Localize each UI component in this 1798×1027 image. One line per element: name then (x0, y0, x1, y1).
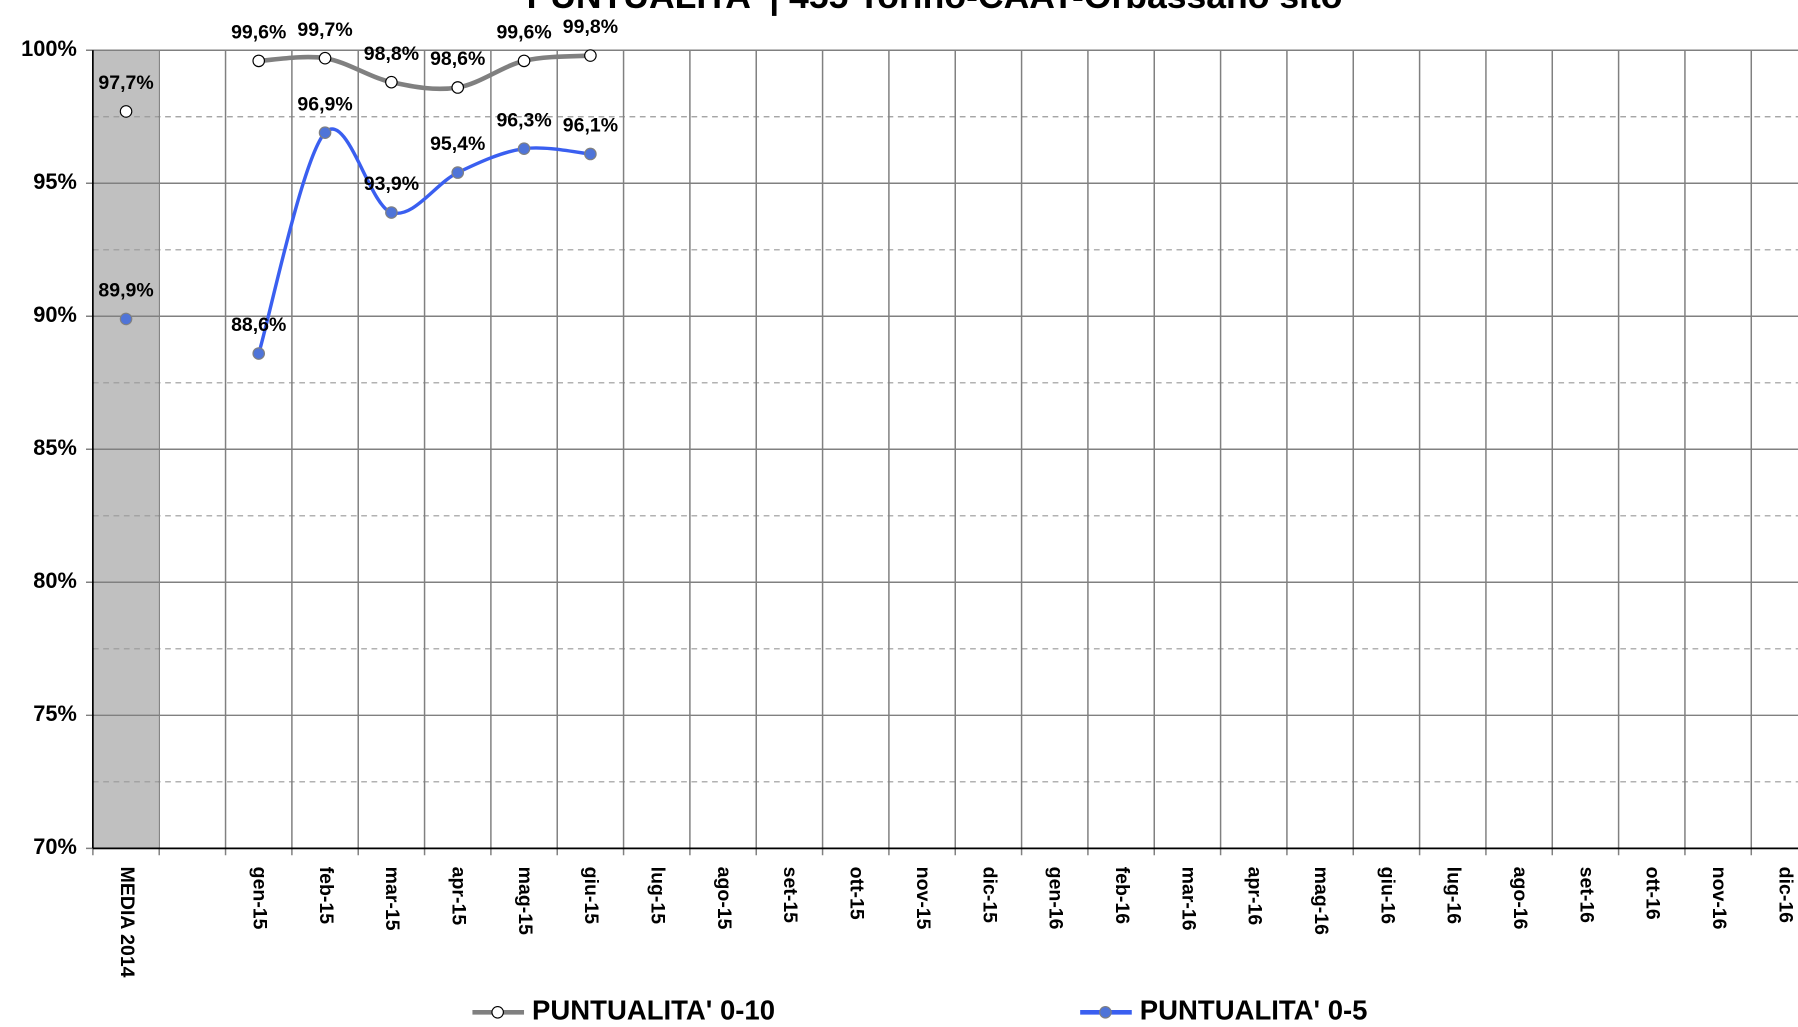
x-tick-label: set-16 (1575, 867, 1597, 923)
data-point (451, 166, 465, 179)
x-tick-label: mag-16 (1310, 867, 1332, 935)
legend-label: PUNTUALITA' 0-5 (1140, 995, 1368, 1026)
x-tick-label: mar-15 (381, 867, 403, 931)
x-tick-label: giu-16 (1376, 867, 1398, 925)
x-tick-label: gen-15 (249, 867, 271, 930)
data-point (584, 147, 597, 161)
data-label: 95,4% (430, 133, 485, 155)
x-tick-label: ago-16 (1509, 867, 1531, 930)
x-tick-label: dic-15 (978, 867, 1000, 923)
legend-marker (491, 1006, 504, 1019)
legend-label: PUNTUALITA' 0-10 (532, 995, 775, 1026)
x-tick-label: MEDIA 2014 (116, 867, 138, 978)
chart-title: PUNTUALITA' | 455 Torino-CAAT-Orbassano … (527, 0, 1343, 16)
y-tick-label: 85% (33, 435, 77, 460)
y-tick-label: 75% (33, 701, 77, 726)
y-tick-label: 95% (33, 169, 77, 194)
data-point (252, 347, 266, 360)
x-tick-label: giu-15 (580, 867, 602, 925)
y-tick-label: 70% (33, 834, 77, 859)
data-label: 99,8% (563, 16, 618, 38)
x-tick-label: dic-16 (1774, 867, 1796, 923)
y-tick-label: 80% (33, 568, 77, 593)
x-tick-label: apr-15 (448, 867, 470, 926)
data-label: 99,7% (297, 19, 352, 41)
data-point (584, 49, 597, 62)
x-tick-label: set-15 (779, 867, 801, 923)
data-point (517, 142, 531, 155)
x-tick-label: feb-16 (1111, 867, 1133, 925)
data-label: 89,9% (98, 280, 153, 302)
x-tick-label: ago-15 (713, 867, 735, 930)
data-point (385, 206, 398, 219)
data-label: 93,9% (364, 173, 419, 195)
x-tick-label: lug-16 (1443, 867, 1465, 925)
series-line (258, 53, 591, 92)
data-point (252, 54, 266, 68)
data-point (119, 312, 133, 326)
y-tick-label: 100% (21, 36, 77, 61)
x-tick-label: ott-15 (846, 867, 868, 920)
data-label: 97,7% (98, 72, 153, 94)
data-point (517, 54, 531, 68)
data-point (119, 105, 133, 118)
data-point (318, 126, 332, 140)
legend-marker (1099, 1006, 1112, 1019)
data-label: 98,6% (430, 48, 485, 70)
data-label: 96,9% (297, 93, 352, 115)
x-tick-label: mar-16 (1177, 867, 1199, 931)
data-label: 99,6% (496, 22, 551, 44)
x-tick-label: ott-16 (1642, 867, 1664, 920)
x-tick-label: gen-16 (1045, 867, 1067, 930)
x-tick-label: mag-15 (514, 867, 536, 935)
x-tick-label: lug-15 (647, 867, 669, 925)
x-tick-label: nov-16 (1708, 867, 1730, 930)
x-tick-label: apr-16 (1244, 867, 1266, 926)
data-point (318, 51, 332, 65)
x-tick-label: feb-15 (315, 867, 337, 925)
data-label: 96,3% (496, 109, 551, 131)
data-point (451, 81, 465, 94)
data-label: 99,6% (231, 22, 286, 44)
data-point (385, 75, 398, 89)
x-tick-label: nov-15 (912, 867, 934, 930)
data-label: 96,1% (563, 115, 618, 137)
data-label: 98,8% (364, 43, 419, 65)
data-label: 88,6% (231, 314, 286, 336)
y-tick-label: 90% (33, 302, 77, 327)
